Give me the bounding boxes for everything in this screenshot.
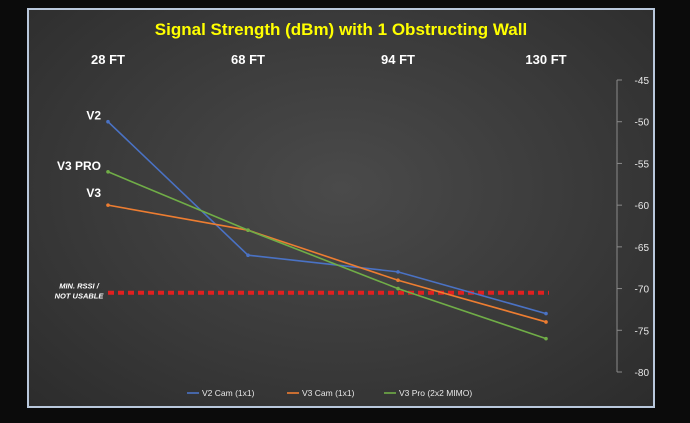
series-line-v2-cam-1x1 bbox=[107, 121, 547, 315]
y-tick-label: -80 bbox=[635, 368, 650, 379]
data-point-v3-pro-2x2-mimo bbox=[544, 336, 548, 341]
legend-entry: V3 Pro (2x2 MIMO) bbox=[399, 388, 472, 398]
legend: V2 Cam (1x1) V3 Cam (1x1) V3 Pro (2x2 MIMO… bbox=[187, 388, 472, 398]
data-point-v3-cam-1x1 bbox=[396, 278, 400, 283]
series-start-label: V3 bbox=[86, 186, 101, 200]
x-tick-label: 68 FT bbox=[231, 52, 265, 67]
legend-entry: V2 Cam (1x1) bbox=[202, 388, 255, 398]
y-tick-label: -75 bbox=[635, 326, 650, 337]
x-tick-label: 130 FT bbox=[525, 52, 566, 67]
y-tick-label: -65 bbox=[635, 243, 650, 254]
x-tick-label: 94 FT bbox=[381, 52, 415, 67]
legend-entry: V3 Cam (1x1) bbox=[302, 388, 355, 398]
data-point-v3-cam-1x1 bbox=[106, 203, 110, 207]
data-point-v2-cam-1x1 bbox=[544, 311, 548, 316]
series-start-label: V3 PRO bbox=[57, 159, 101, 173]
y-tick-label: -70 bbox=[635, 285, 650, 296]
data-point-v3-pro-2x2-mimo bbox=[396, 286, 400, 291]
series-start-labels: V2 V3 PRO V3 bbox=[57, 109, 101, 200]
series-line-v3-pro-2x2-mimo bbox=[107, 171, 547, 340]
y-tick-label: -55 bbox=[635, 159, 650, 170]
y-tick-label: -50 bbox=[635, 118, 650, 129]
chart-slide: Signal Strength (dBm) with 1 Obstructing… bbox=[27, 8, 655, 408]
x-tick-label: 28 FT bbox=[91, 52, 125, 67]
data-point-v2-cam-1x1 bbox=[396, 270, 400, 274]
threshold-line: MIN. RSSI / NOT USABLE bbox=[55, 282, 549, 301]
series-start-label: V2 bbox=[86, 109, 101, 123]
series-line-v3-cam-1x1 bbox=[107, 204, 547, 323]
line-chart: Signal Strength (dBm) with 1 Obstructing… bbox=[55, 20, 650, 398]
data-point-v3-pro-2x2-mimo bbox=[106, 169, 110, 174]
threshold-label: MIN. RSSI / NOT USABLE bbox=[55, 282, 105, 301]
data-point-v2-cam-1x1 bbox=[106, 119, 110, 124]
data-point-v2-cam-1x1 bbox=[246, 253, 250, 257]
data-point-v3-cam-1x1 bbox=[544, 320, 548, 324]
x-axis-labels: 28 FT 68 FT 94 FT 130 FT bbox=[91, 52, 567, 67]
y-axis: -45 -50 -55 -60 -65 -70 -75 -80 bbox=[616, 76, 650, 379]
series-lines bbox=[106, 119, 548, 341]
y-tick-label: -45 bbox=[635, 76, 650, 87]
chart-title: Signal Strength (dBm) with 1 Obstructing… bbox=[155, 20, 527, 39]
threshold-label-line: MIN. RSSI / bbox=[59, 282, 100, 291]
y-tick-label: -60 bbox=[635, 201, 650, 212]
data-point-v3-pro-2x2-mimo bbox=[246, 228, 250, 232]
threshold-label-line: NOT USABLE bbox=[55, 292, 105, 301]
